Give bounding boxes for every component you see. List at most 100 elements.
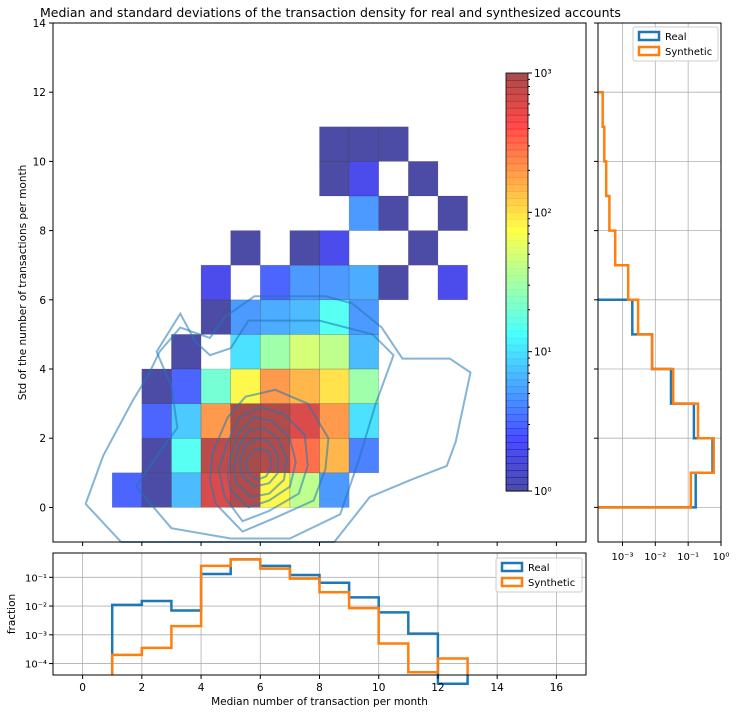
heatmap-cell xyxy=(260,299,291,335)
heatmap-cell xyxy=(171,437,202,474)
colorbar-segment xyxy=(506,198,528,206)
colorbar-segment xyxy=(506,254,528,262)
colorbar-segment xyxy=(506,100,528,109)
colorbar-segment xyxy=(506,435,528,443)
colorbar-segment xyxy=(506,323,528,332)
colorbar-segment xyxy=(506,184,528,193)
colorbar-segment xyxy=(506,79,528,88)
x-axis-label: Median number of transaction per month xyxy=(211,696,428,708)
bottom-x-tick-label: 0 xyxy=(79,682,86,694)
colorbar-segment xyxy=(506,477,528,485)
heatmap-cell xyxy=(437,195,468,231)
colorbar-segment xyxy=(506,470,528,478)
colorbar-segment xyxy=(506,275,528,283)
right-histogram-panel: 10⁻³ 10⁻² 10⁻¹ 10⁰ Real Synthetic xyxy=(594,22,729,563)
colorbar-segment xyxy=(506,407,528,415)
colorbar-tick-label: 10¹ xyxy=(534,347,552,359)
colorbar-segment xyxy=(506,428,528,436)
heatmap-cell xyxy=(260,334,291,370)
colorbar-segment xyxy=(506,358,528,367)
heatmap-cell xyxy=(348,334,379,370)
colorbar-segment xyxy=(506,414,528,422)
heatmap-cell xyxy=(319,299,350,335)
y-tick-label: 14 xyxy=(33,18,47,30)
heatmap-cell xyxy=(378,264,409,301)
right-axes-frame xyxy=(597,22,722,543)
right-x-tick-label: 10⁻¹ xyxy=(677,552,699,563)
heatmap-cell xyxy=(141,472,172,508)
colorbar-segment xyxy=(506,226,528,234)
y-tick-label: 12 xyxy=(33,87,46,99)
bottom-legend-synthetic-swatch xyxy=(500,576,524,588)
colorbar-segment xyxy=(506,302,528,311)
colorbar-segment xyxy=(506,114,528,123)
colorbar-segment xyxy=(506,379,528,388)
colorbar-segment xyxy=(506,73,528,81)
heatmap-cell xyxy=(319,437,350,474)
right-legend-synthetic-swatch xyxy=(637,45,661,57)
heatmap-cell xyxy=(289,472,320,508)
right-legend-real-swatch xyxy=(637,30,661,42)
heatmap-cell xyxy=(319,368,350,404)
heatmap-cell xyxy=(171,334,202,370)
heatmap-cell xyxy=(260,368,291,404)
y-tick-label: 4 xyxy=(39,364,46,376)
colorbar-tick-label: 10⁰ xyxy=(534,486,552,498)
colorbar-segment xyxy=(506,149,528,158)
colorbar-segment xyxy=(506,337,528,346)
heatmap-cell xyxy=(289,403,320,439)
heatmap-cell xyxy=(348,161,379,197)
heatmap-cell xyxy=(437,264,468,301)
heatmap-cell xyxy=(319,161,350,197)
heatmap-cell xyxy=(289,230,320,266)
right-hist-synthetic-line xyxy=(598,90,715,509)
y-axis-label: Std of the number of transactions per mo… xyxy=(17,165,29,401)
colorbar-segment xyxy=(506,268,528,276)
colorbar-segment xyxy=(506,288,528,297)
heatmap-cell xyxy=(348,126,379,162)
right-legend-synthetic-label: Synthetic xyxy=(665,47,712,58)
heatmap-cell xyxy=(408,230,439,266)
heatmap-cell xyxy=(348,195,379,231)
heatmap-cell xyxy=(378,126,409,162)
density-contour xyxy=(217,406,309,523)
y-tick-label: 2 xyxy=(39,433,46,445)
bottom-y-axis-label: fraction xyxy=(6,594,18,634)
colorbar-segment xyxy=(506,135,528,144)
colorbar-segment xyxy=(506,191,528,199)
y-tick-label: 6 xyxy=(39,295,46,307)
colorbar-segment xyxy=(506,163,528,172)
colorbar-segment xyxy=(506,295,528,304)
density-contour xyxy=(238,437,279,488)
heatmap-cell xyxy=(171,368,202,404)
heatmap-cell xyxy=(200,368,231,404)
colorbar-segment xyxy=(506,282,528,290)
colorbar-segment xyxy=(506,219,528,227)
colorbar-segment xyxy=(506,456,528,464)
colorbar-segment xyxy=(506,386,528,395)
heatmap-cell xyxy=(378,195,409,231)
colorbar-segment xyxy=(506,316,528,325)
colorbar-segment xyxy=(506,484,528,492)
colorbar-segment xyxy=(506,156,528,165)
colorbar-segment xyxy=(506,205,528,213)
bottom-hist-synthetic-line xyxy=(110,558,469,675)
heatmap-cell xyxy=(230,368,261,404)
colorbar-segment xyxy=(506,309,528,318)
bottom-y-tick-label: 10⁻⁴ xyxy=(25,660,47,671)
heatmap-cell xyxy=(289,299,320,335)
right-legend-real-label: Real xyxy=(665,32,687,43)
y-tick-label: 8 xyxy=(39,226,46,238)
bottom-legend-box xyxy=(495,557,583,593)
colorbar-segment xyxy=(506,86,528,95)
heatmap-cell xyxy=(319,230,350,266)
colorbar-frame xyxy=(505,72,529,492)
heatmap-cell xyxy=(348,264,379,301)
heatmap-cell xyxy=(111,472,143,508)
colorbar-segment xyxy=(506,121,528,130)
colorbar-segment xyxy=(506,128,528,137)
colorbar-segment xyxy=(506,170,528,179)
right-x-tick-label: 10⁻² xyxy=(644,552,666,563)
colorbar-segment xyxy=(506,233,528,241)
